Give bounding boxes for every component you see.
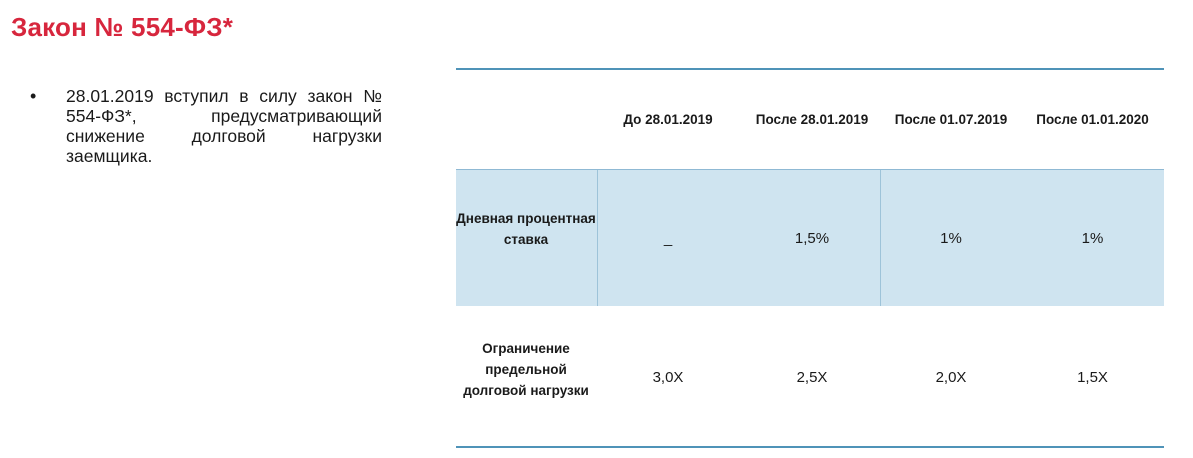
row-label-daily-rate: Дневная процентная ставка	[456, 211, 596, 247]
column-divider	[880, 170, 881, 306]
column-header-before-2019-01-28: До 28.01.2019	[623, 112, 713, 127]
column-header-after-2020-01-01: После 01.01.2020	[1036, 112, 1149, 127]
table-cell: 1%	[1081, 230, 1104, 247]
table-cell: 1%	[940, 230, 962, 247]
table-bottom-rule	[456, 446, 1164, 448]
table-cell: 2,0X	[935, 369, 967, 386]
row-label-debt-load-limit: Ограничение предельной долговой нагрузки	[463, 341, 589, 398]
comparison-table: До 28.01.2019 После 28.01.2019 После 01.…	[456, 68, 1164, 449]
bullet-item: • 28.01.2019 вступил в силу закон № 554-…	[30, 86, 382, 166]
page-title: Закон № 554-ФЗ*	[11, 12, 234, 42]
table-cell: 1,5X	[1077, 369, 1108, 386]
header-rule	[456, 169, 1164, 171]
table-cell: 1,5%	[794, 230, 830, 247]
column-header-after-2019-07-01: После 01.07.2019	[894, 112, 1008, 127]
column-header-after-2019-01-28: После 28.01.2019	[755, 112, 869, 127]
table-top-rule	[456, 68, 1164, 70]
bullet-marker: •	[30, 86, 37, 106]
table-cell: _	[663, 230, 673, 247]
bullet-text: 28.01.2019 вступил в силу закон № 554-ФЗ…	[66, 86, 382, 166]
table-cell: 3,0X	[652, 369, 684, 386]
table-cell: 2,5X	[796, 369, 828, 386]
table-row-highlight	[456, 170, 1164, 306]
column-divider	[597, 170, 598, 306]
